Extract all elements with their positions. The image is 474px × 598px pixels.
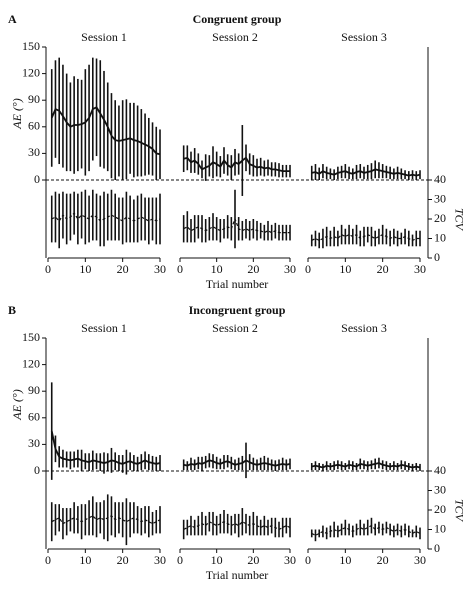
session-label: Session 3 [341,321,387,335]
y2-tick-label: 40 [434,463,446,477]
ae-line [311,168,421,177]
y-tick-label: 30 [28,436,40,450]
y2-tick-label: 20 [434,211,446,225]
y2-tick-label: 10 [434,521,446,535]
x-tick-label: 20 [377,553,389,567]
x-tick-label: 10 [339,262,351,276]
y-tick-label: 60 [28,410,40,424]
x-tick-label: 10 [79,262,91,276]
y-tick-label: 30 [28,145,40,159]
tcv-line [183,520,291,531]
x-tick-label: 10 [211,262,223,276]
ae-line [50,430,161,465]
y-tick-label: 90 [28,383,40,397]
x-tick-label: 10 [211,553,223,567]
y-tick-label: 120 [22,356,40,370]
x-tick-label: 0 [305,553,311,567]
y-tick-label: 60 [28,119,40,133]
x-tick-label: 0 [45,262,51,276]
x-tick-label: 20 [247,262,259,276]
session-label: Session 2 [212,30,258,44]
x-axis-label: Trial number [206,277,269,291]
y-axis-label: AE (°) [10,98,24,129]
x-tick-label: 20 [117,553,129,567]
x-tick-label: 30 [154,553,166,567]
x-tick-label: 20 [117,262,129,276]
y2-axis-label: TCV [452,499,466,523]
ae-line [311,462,421,469]
x-tick-label: 20 [247,553,259,567]
y2-tick-label: 0 [434,250,440,264]
x-tick-label: 0 [305,262,311,276]
tcv-line [51,212,161,222]
x-tick-label: 30 [284,262,296,276]
y2-tick-label: 10 [434,230,446,244]
y-tick-label: 0 [34,172,40,186]
ae-line [183,156,290,173]
ae-line [50,106,161,156]
y2-tick-label: 20 [434,502,446,516]
x-tick-label: 30 [284,553,296,567]
y-tick-label: 150 [22,39,40,53]
ae-line [183,459,291,467]
panel-label: B [8,303,16,317]
x-tick-label: 30 [154,262,166,276]
session-label: Session 3 [341,30,387,44]
y-tick-label: 120 [22,65,40,79]
x-tick-label: 10 [339,553,351,567]
panel-title: Incongruent group [189,303,286,317]
y-axis-label: AE (°) [10,389,24,420]
session-label: Session 1 [81,321,127,335]
y2-tick-label: 40 [434,172,446,186]
x-tick-label: 0 [177,553,183,567]
tcv-line [183,217,290,234]
y2-tick-label: 0 [434,541,440,555]
panel-label: A [8,12,17,26]
x-axis-label: Trial number [206,568,269,582]
y2-tick-label: 30 [434,482,446,496]
y2-tick-label: 30 [434,191,446,205]
x-tick-label: 10 [79,553,91,567]
x-tick-label: 20 [377,262,389,276]
x-tick-label: 30 [414,553,426,567]
tcv-line [51,515,161,525]
x-tick-label: 0 [45,553,51,567]
x-tick-label: 0 [177,262,183,276]
y-tick-label: 0 [34,463,40,477]
panel-title: Congruent group [193,12,282,26]
y2-axis-label: TCV [452,208,466,232]
session-label: Session 1 [81,30,127,44]
tcv-line [311,233,420,242]
tcv-line [311,524,421,537]
x-tick-label: 30 [414,262,426,276]
y-tick-label: 150 [22,330,40,344]
y-tick-label: 90 [28,92,40,106]
session-label: Session 2 [212,321,258,335]
